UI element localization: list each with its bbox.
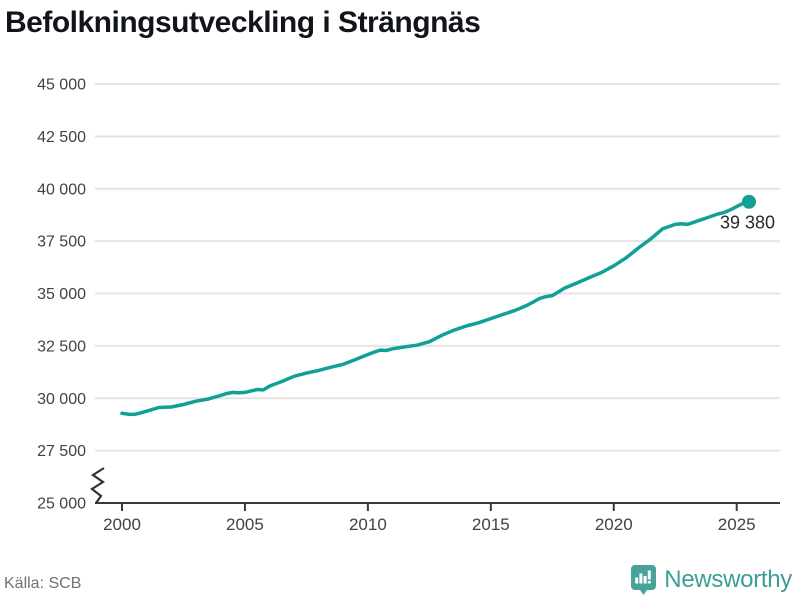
x-tick-label: 2000 [103, 515, 141, 534]
population-line-chart: 45 000 42 500 40 000 37 500 35 000 32 500 30 0… [37, 77, 780, 534]
brand-name: Newsworthy [664, 566, 792, 593]
x-tick-label: 2005 [226, 515, 264, 534]
y-tick-label: 32 500 [37, 338, 86, 355]
x-tick-label: 2010 [349, 515, 387, 534]
y-tick-label: 27 500 [37, 443, 86, 460]
y-axis-tick-labels: 45 000 42 500 40 000 37 500 35 000 32 500 30 0… [37, 77, 86, 513]
axis-break-icon [90, 467, 105, 504]
newsworthy-bubble-icon [631, 565, 657, 595]
mini-bar-chart-icon [635, 570, 652, 584]
y-tick-label: 42 500 [37, 129, 86, 146]
end-value-label: 39 380 [720, 213, 775, 233]
end-point-marker [742, 194, 756, 209]
x-tick-label: 2020 [595, 515, 633, 534]
x-tick-label: 2025 [718, 515, 756, 534]
x-tick-label: 2015 [472, 515, 510, 534]
y-tick-label: 40 000 [37, 181, 86, 198]
y-tick-label: 30 000 [37, 391, 86, 408]
population-line [120, 199, 751, 417]
y-tick-label: 45 000 [37, 77, 86, 94]
data-series: 39 380 [120, 194, 775, 417]
y-tick-label: 25 000 [37, 496, 86, 513]
gridlines [95, 83, 780, 452]
x-axis: 2000 2005 2010 2015 2020 2025 [90, 467, 780, 534]
newsworthy-logo: Newsworthy [630, 564, 792, 596]
y-tick-label: 35 000 [37, 286, 86, 303]
page-title: Befolkningsutveckling i Strängnäs [5, 6, 481, 39]
y-tick-label: 37 500 [37, 234, 86, 251]
source-note: Källa: SCB [4, 575, 82, 592]
